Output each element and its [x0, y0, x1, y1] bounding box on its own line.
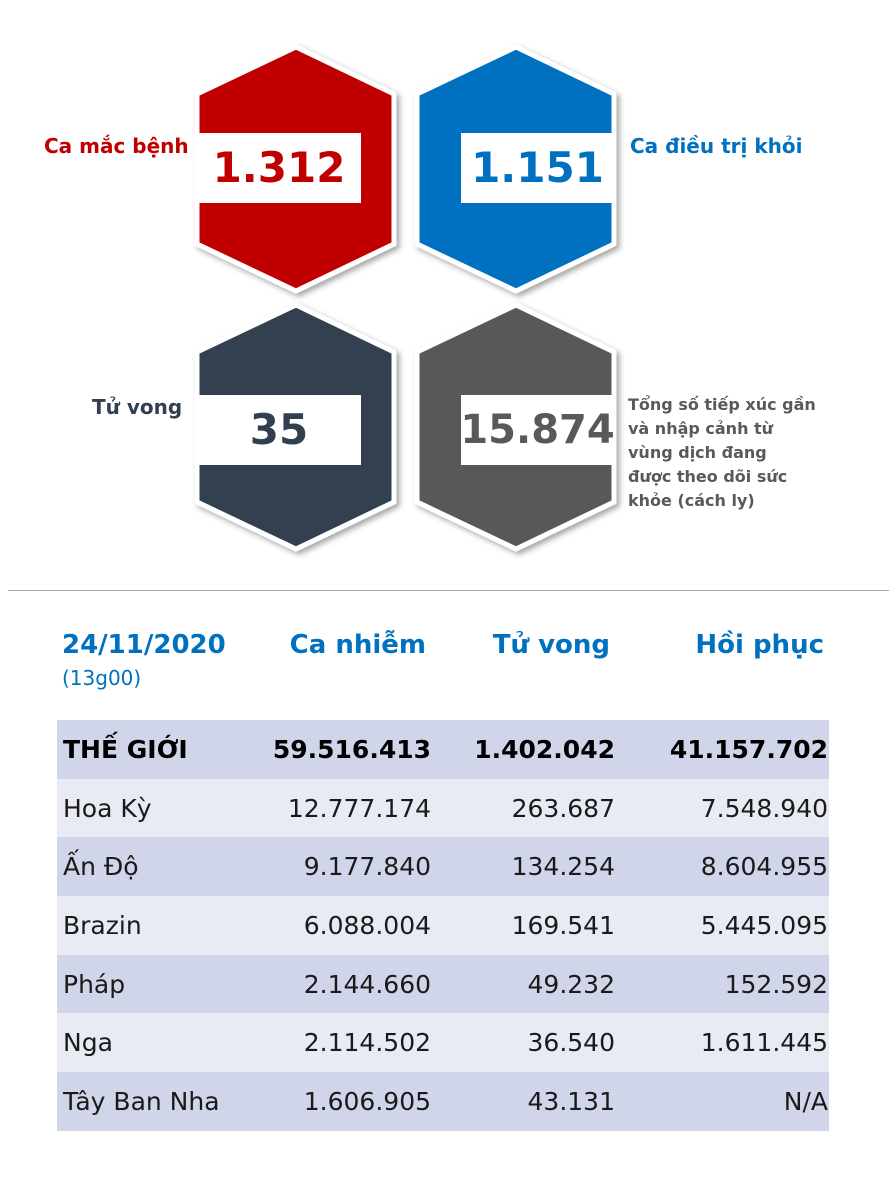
country-name: Pháp: [63, 969, 126, 999]
table-row: Nga 2.114.502 36.540 1.611.445: [57, 1013, 829, 1073]
header-cases: Ca nhiễm: [289, 630, 426, 660]
country-name: Brazin: [63, 910, 142, 940]
recovered-cell: 8.604.955: [700, 852, 828, 882]
table-row: Hoa Kỳ 12.777.174 263.687 7.548.940: [57, 778, 829, 838]
note-line: và nhập cảnh từ: [628, 419, 774, 438]
header-recovered: Hồi phục: [695, 630, 824, 660]
cases-cell: 1.606.905: [303, 1086, 431, 1116]
country-name: Ấn Độ: [63, 852, 139, 882]
table-row: Tây Ban Nha 1.606.905 43.131 N/A: [57, 1072, 829, 1131]
country-name: Nga: [63, 1028, 113, 1058]
table-row: Pháp 2.144.660 49.232 152.592: [57, 954, 829, 1014]
country-name: Hoa Kỳ: [63, 793, 152, 823]
recovered-cell: 152.592: [724, 969, 828, 999]
recovered-cell: N/A: [783, 1086, 828, 1116]
cases-cell: 2.144.660: [303, 969, 431, 999]
cases-value: 1.312: [197, 133, 361, 203]
cases-label: Ca mắc bệnh: [44, 134, 189, 158]
section-divider: [8, 590, 889, 591]
deaths-cell: 134.254: [511, 852, 615, 882]
note-line: Tổng số tiếp xúc gần: [628, 395, 816, 414]
cases-cell: 59.516.413: [272, 734, 431, 764]
cases-cell: 9.177.840: [303, 852, 431, 882]
recovered-cell: 7.548.940: [700, 793, 828, 823]
recovered-cell: 1.611.445: [700, 1028, 828, 1058]
note-line: được theo dõi sức: [628, 467, 788, 486]
header-deaths: Tử vong: [492, 630, 610, 660]
covid-table: THẾ GIỚI 59.516.413 1.402.042 41.157.702…: [57, 720, 829, 1131]
table-date: 24/11/2020: [62, 630, 226, 660]
monitored-value: 15.874: [460, 395, 615, 465]
country-name: Tây Ban Nha: [63, 1086, 220, 1116]
country-name: THẾ GIỚI: [63, 734, 188, 764]
cases-cell: 6.088.004: [303, 910, 431, 940]
deaths-cell: 1.402.042: [474, 734, 615, 764]
deaths-cell: 263.687: [511, 793, 615, 823]
table-row-world: THẾ GIỚI 59.516.413 1.402.042 41.157.702: [57, 720, 829, 779]
deaths-cell: 169.541: [511, 910, 615, 940]
table-time: (13g00): [62, 666, 142, 690]
table-row: Ấn Độ 9.177.840 134.254 8.604.955: [57, 837, 829, 897]
monitored-note: Tổng số tiếp xúc gần và nhập cảnh từ vùn…: [628, 393, 828, 513]
recovered-label: Ca điều trị khỏi: [630, 134, 803, 158]
deaths-label: Tử vong: [92, 395, 183, 419]
note-line: khỏe (cách ly): [628, 491, 755, 510]
deaths-cell: 49.232: [527, 969, 615, 999]
deaths-value: 35: [197, 395, 361, 465]
deaths-cell: 36.540: [527, 1028, 615, 1058]
cases-cell: 12.777.174: [287, 793, 431, 823]
deaths-cell: 43.131: [527, 1086, 615, 1116]
recovered-cell: 41.157.702: [669, 734, 828, 764]
table-row: Brazin 6.088.004 169.541 5.445.095: [57, 896, 829, 955]
note-line: vùng dịch đang: [628, 443, 767, 462]
cases-cell: 2.114.502: [303, 1028, 431, 1058]
recovered-value: 1.151: [461, 133, 614, 203]
recovered-cell: 5.445.095: [700, 910, 828, 940]
